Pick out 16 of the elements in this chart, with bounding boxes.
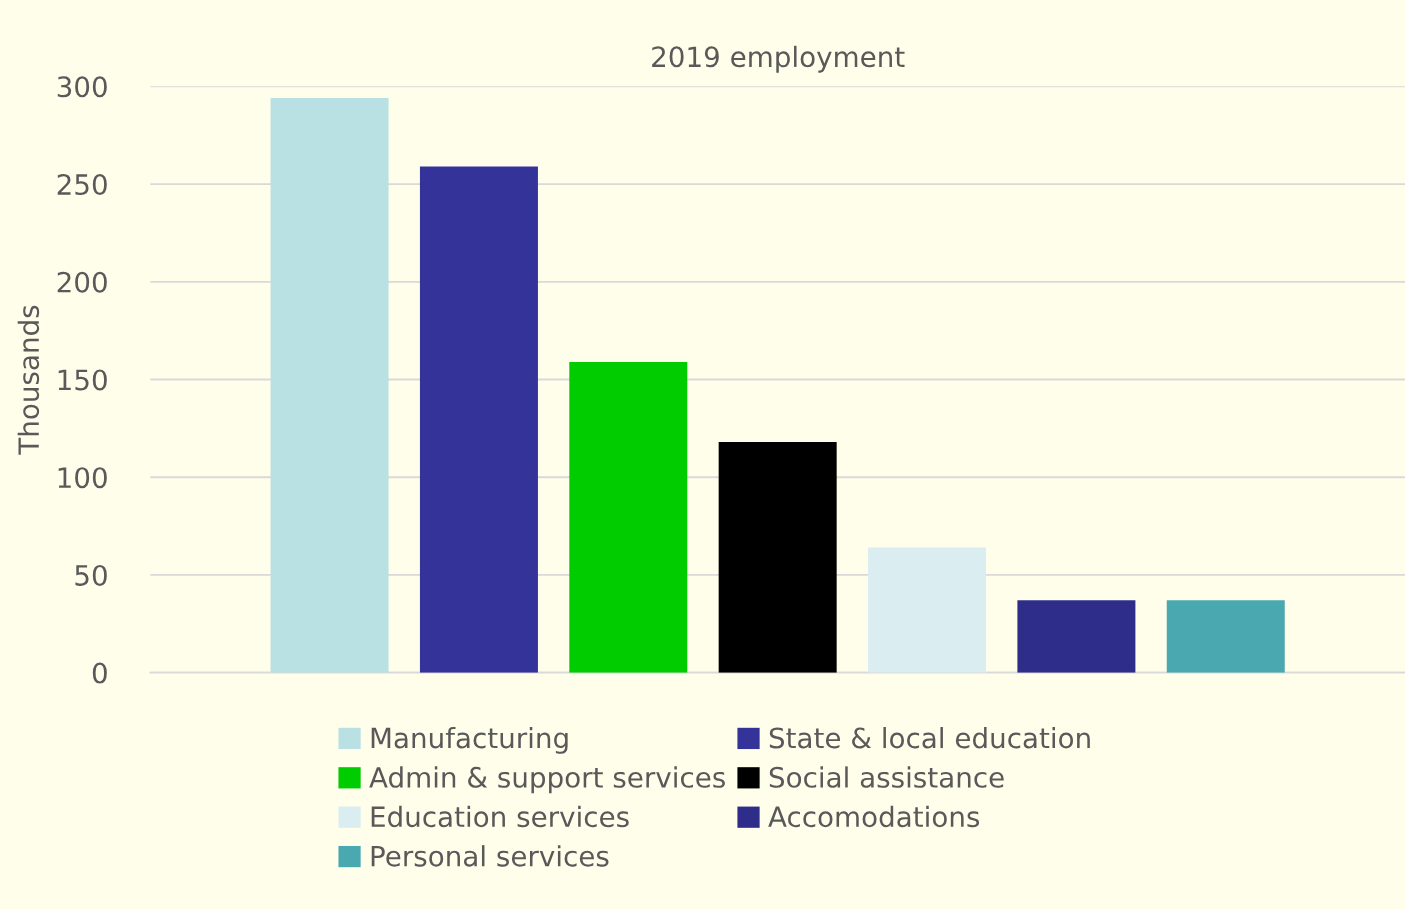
legend-label: Personal services (371, 845, 609, 867)
chart-title: 2019 employment (652, 45, 905, 73)
y-axis-title: Thousands (17, 305, 40, 455)
y-tick-label: 200 (57, 271, 107, 293)
y-tick-label: 50 (75, 564, 107, 586)
legend-label: Manufacturing (371, 726, 568, 754)
y-tick-label: 100 (58, 467, 107, 489)
legend-label: Accomodations (768, 805, 980, 828)
legend-label: Education services (371, 805, 629, 828)
y-tick-label: 300 (57, 76, 107, 98)
y-tick-label: 150 (58, 369, 107, 391)
y-tick-label: 0 (92, 662, 107, 684)
y-tick-label: 250 (57, 174, 107, 196)
legend-label: State & local education (769, 726, 1090, 749)
legend-label: Admin & support services (369, 766, 725, 794)
legend-label: Social assistance (769, 766, 1004, 788)
